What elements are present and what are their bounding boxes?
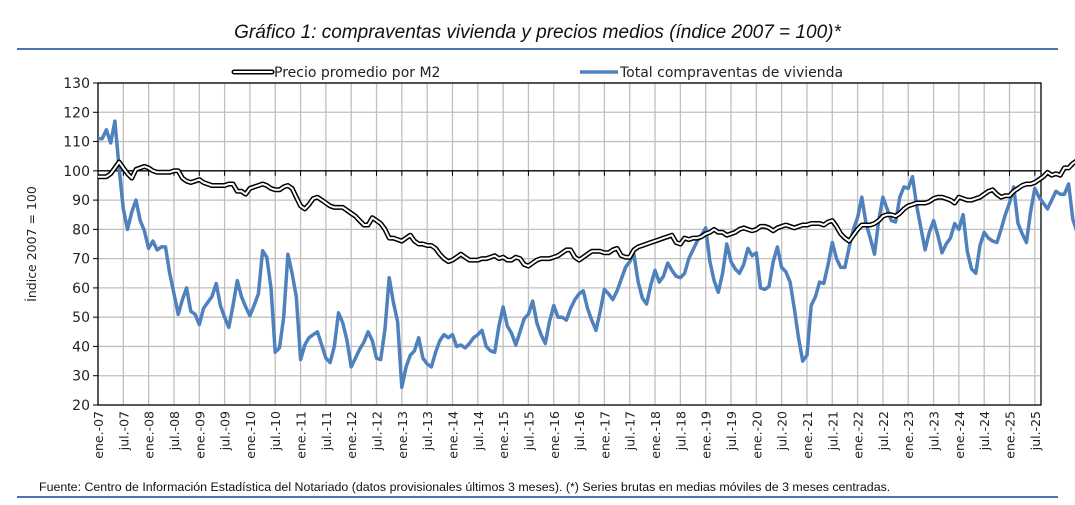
x-tick-label: jul.-08 [167, 411, 182, 451]
x-tick-label: ene.-12 [344, 411, 359, 459]
x-tick-label: jul.-25 [1028, 411, 1043, 451]
x-tick-label: ene.-24 [952, 411, 967, 459]
x-tick-label: ene.-15 [496, 411, 511, 459]
x-tick-label: ene.-17 [597, 411, 612, 459]
x-tick-label: ene.-07 [91, 411, 106, 459]
x-tick-label: jul.-24 [977, 411, 992, 451]
x-tick-label: jul.-10 [268, 411, 283, 451]
x-tick-label: jul.-21 [825, 411, 840, 451]
x-tick-label: ene.-13 [395, 411, 410, 459]
grid [93, 82, 1061, 406]
legend-price-label: Precio promedio por M2 [274, 65, 440, 81]
x-tick-label: ene.-23 [901, 411, 916, 459]
x-tick-label: jul.-19 [724, 411, 739, 451]
x-tick-label: ene.-16 [547, 411, 562, 459]
x-tick-label: jul.-12 [370, 411, 385, 451]
y-tick-label: 30 [72, 369, 90, 385]
x-tick-label: ene.-19 [699, 411, 714, 459]
x-tick-label: jul.-20 [775, 411, 790, 451]
y-tick-label: 80 [72, 222, 90, 238]
x-tick-label: ene.-25 [1003, 411, 1018, 459]
x-tick-label: ene.-20 [749, 411, 764, 459]
footer-rule [17, 496, 1058, 498]
y-axis-label: Índice 2007 = 100 [24, 186, 39, 302]
x-tick-label: jul.-14 [471, 411, 486, 451]
series-price-line [98, 160, 1075, 267]
legend-sales-label: Total compraventas de vivienda [619, 65, 843, 81]
y-tick-label: 120 [63, 105, 90, 121]
x-tick-label: ene.-21 [800, 411, 815, 459]
y-tick-label: 50 [72, 310, 90, 326]
chart-title: Gráfico 1: compraventas vivienda y preci… [234, 22, 841, 43]
series-layer [97, 119, 1075, 390]
x-tick-label: ene.-09 [192, 411, 207, 459]
plot-border [97, 82, 1042, 406]
x-tick-label: jul.-17 [623, 411, 638, 451]
title-rule [17, 48, 1058, 50]
y-tick-label: 70 [72, 252, 90, 268]
x-tick-label: ene.-10 [243, 411, 258, 459]
x-tick-label: jul.-16 [572, 411, 587, 451]
x-tick-label: jul.-22 [876, 411, 891, 451]
x-tick-label: ene.-11 [294, 411, 309, 459]
source-note: Fuente: Centro de Información Estadístic… [39, 480, 891, 494]
y-tick-label: 100 [63, 164, 90, 180]
x-tick-label: ene.-18 [648, 411, 663, 459]
x-tick-label: jul.-23 [927, 411, 942, 451]
y-tick-label: 20 [72, 398, 90, 414]
x-tick-label: jul.-15 [521, 411, 536, 451]
x-tick-label: ene.-14 [445, 411, 460, 459]
x-tick-label: jul.-07 [116, 411, 131, 451]
x-tick-label: ene.-22 [851, 411, 866, 459]
y-tick-label: 130 [63, 76, 90, 92]
x-tick-label: ene.-08 [142, 411, 157, 459]
x-tick-label: jul.-18 [673, 411, 688, 451]
x-tick-labels: ene.-07 jul.-07 ene.-08 jul.-08 ene.-09 jul.-… [91, 411, 1043, 459]
x-tick-label: jul.-13 [420, 411, 435, 451]
x-tick-label: jul.-11 [319, 411, 334, 451]
y-tick-label: 40 [72, 339, 90, 355]
chart: 20 30 40 50 60 70 80 90 100 110 120 130 ene.-07 jul.… [24, 65, 1075, 459]
y-tick-label: 60 [72, 281, 90, 297]
y-tick-label: 110 [63, 135, 90, 151]
series-price-outline [98, 158, 1075, 269]
y-tick-label: 90 [72, 193, 90, 209]
x-tick-label: jul.-09 [218, 411, 233, 451]
y-tick-labels: 20 30 40 50 60 70 80 90 100 110 120 130 [63, 76, 90, 414]
legend: Precio promedio por M2 Total compraventa… [231, 65, 843, 81]
